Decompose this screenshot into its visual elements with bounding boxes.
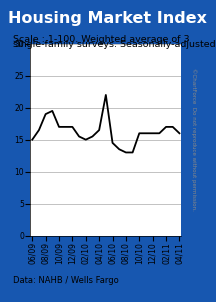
Text: ©ChartForce  Do not reproduce without permission.: ©ChartForce Do not reproduce without per… — [191, 68, 196, 211]
Text: Housing Market Index: Housing Market Index — [8, 11, 208, 26]
Text: Scale : 1-100. Weighted average of 3: Scale : 1-100. Weighted average of 3 — [13, 35, 190, 44]
Text: single-family surveys. Seasonally-adjusted.: single-family surveys. Seasonally-adjust… — [13, 40, 216, 49]
Text: Data: NAHB / Wells Fargo: Data: NAHB / Wells Fargo — [13, 276, 119, 285]
